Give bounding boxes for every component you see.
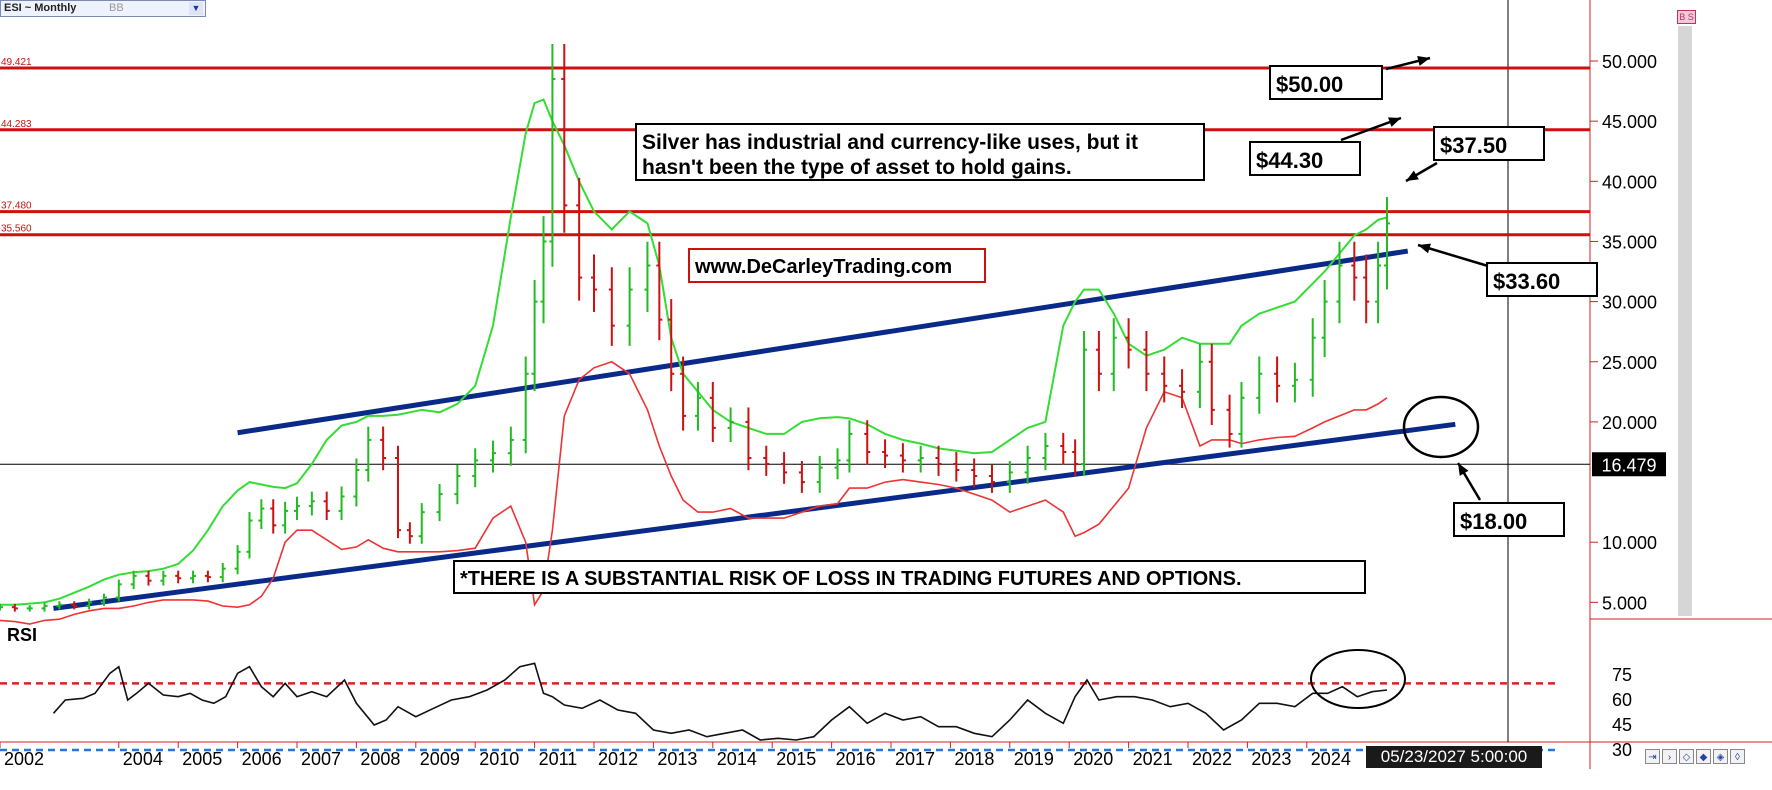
x-tick-label: 2002 (4, 749, 44, 769)
upper-trendline (237, 248, 1409, 436)
y-tick-label: 35.000 (1602, 232, 1657, 252)
rsi-title: RSI (7, 625, 37, 645)
y-tick-label: 40.000 (1602, 172, 1657, 192)
price-callout-frame (1269, 65, 1383, 100)
chart-canvas[interactable]: 16.479 50.000 45.000 40.000 35.000 30.000 25.0… (0, 0, 1772, 769)
x-tick-label: 2019 (1014, 749, 1054, 769)
risk-disclaimer-text: *THERE IS A SUBSTANTIAL RISK OF LOSS IN … (460, 568, 1242, 590)
indicator-label: BB (109, 2, 124, 14)
x-tick-label: 2023 (1251, 749, 1291, 769)
rsi-highlight-circle (1310, 649, 1406, 709)
x-tick-label: 2013 (657, 749, 697, 769)
resistance-level-label: 37.480 (1, 201, 32, 212)
vertical-scrollbar[interactable] (1678, 26, 1692, 616)
datetime-readout: 05/23/2027 5:00:00 PM (1366, 746, 1542, 788)
price-callout-frame (1486, 262, 1598, 297)
x-tick-label: 2022 (1192, 749, 1232, 769)
x-tick-label: 2017 (895, 749, 935, 769)
symbol-label: ESI ~ Monthly (4, 2, 77, 14)
risk-disclaimer: *THERE IS A SUBSTANTIAL RISK OF LOSS IN … (453, 560, 1366, 594)
zoom-in-icon[interactable]: ◇ (1679, 749, 1694, 764)
y-tick-label: 10.000 (1602, 533, 1657, 553)
support-highlight-circle (1402, 395, 1480, 459)
price-callout: $33.60 (1486, 262, 1598, 297)
x-tick-label: 2009 (420, 749, 460, 769)
scroll-end-icon[interactable]: ⇥ (1645, 749, 1660, 764)
silver-note-text: Silver has industrial and currency-like … (642, 131, 1138, 154)
price-callout: $50.00 (1269, 65, 1383, 100)
resistance-level-label: 35.560 (1, 224, 32, 235)
symbol-selector[interactable]: ESI ~ Monthly BB ▼ (0, 0, 206, 17)
chart-settings-icon[interactable]: ◊ (1730, 749, 1745, 764)
resistance-level-label: 44.283 (1, 119, 32, 130)
silver-note-text: hasn't been the type of asset to hold ga… (642, 156, 1072, 179)
arrow-head-icon (1418, 243, 1431, 254)
x-tick-label: 2024 (1311, 749, 1351, 769)
price-callout-text: $44.30 (1256, 148, 1323, 173)
rsi-tick-label: 45 (1612, 715, 1632, 735)
x-tick-label: 2016 (836, 749, 876, 769)
arrow-head-icon (1406, 170, 1419, 181)
price-callout-text: $50.00 (1276, 72, 1343, 97)
x-tick-label: 2010 (479, 749, 519, 769)
price-callout: $18.00 (1453, 502, 1565, 537)
price-callout-frame (1249, 141, 1361, 176)
x-tick-label: 2020 (1073, 749, 1113, 769)
website-label-text: www.DeCarleyTrading.com (694, 256, 952, 278)
chevron-down-icon[interactable]: ▼ (189, 2, 203, 15)
y-tick-label: 45.000 (1602, 112, 1657, 132)
callout-arrow (1417, 243, 1489, 268)
lower-band-line (0, 360, 1388, 625)
price-callout-text: $18.00 (1460, 509, 1527, 534)
rsi-line (52, 662, 1388, 741)
price-callout-text: $33.60 (1493, 269, 1560, 294)
rsi-tick-label: 75 (1612, 665, 1632, 685)
zoom-reset-icon[interactable]: ◈ (1713, 749, 1728, 764)
arrow-head-icon (1388, 117, 1401, 127)
price-callout-frame (1453, 502, 1565, 537)
y-tick-label: 25.000 (1602, 353, 1657, 373)
silver-note: Silver has industrial and currency-like … (635, 123, 1205, 181)
x-tick-label: 2011 (539, 749, 578, 769)
x-tick-label: 2006 (242, 749, 282, 769)
resistance-level-label: 49.421 (1, 57, 32, 68)
x-tick-label: 2004 (123, 749, 163, 769)
website-label-frame (688, 248, 986, 283)
website-label: www.DeCarleyTrading.com (688, 248, 986, 283)
x-tick-label: 2014 (717, 749, 757, 769)
price-callout: $44.30 (1249, 141, 1361, 176)
rsi-tick-label: 30 (1612, 740, 1632, 760)
y-tick-label: 20.000 (1602, 413, 1657, 433)
lower-trendline (53, 421, 1456, 611)
price-callout-frame (1433, 126, 1545, 161)
price-callout: $37.50 (1433, 126, 1545, 161)
price-callout-text: $37.50 (1440, 133, 1507, 158)
arrow-head-icon (1458, 463, 1469, 476)
arrow-head-icon (1417, 55, 1430, 66)
y-tick-label: 5.000 (1602, 593, 1647, 613)
y-tick-label: 50.000 (1602, 52, 1657, 72)
zoom-out-icon[interactable]: ◆ (1696, 749, 1711, 764)
buy-sell-button[interactable]: B S (1677, 10, 1696, 24)
scroll-right-icon[interactable]: › (1662, 749, 1677, 764)
x-tick-label: 2005 (182, 749, 222, 769)
risk-disclaimer-frame (453, 560, 1366, 594)
x-tick-label: 2015 (776, 749, 816, 769)
silver-note-frame (635, 123, 1205, 181)
x-tick-label: 2021 (1133, 749, 1173, 769)
last-price-label: 16.479 (1601, 455, 1656, 475)
rsi-tick-label: 60 (1612, 690, 1632, 710)
y-tick-label: 30.000 (1602, 293, 1657, 313)
x-tick-label: 2012 (598, 749, 638, 769)
x-tick-label: 2007 (301, 749, 341, 769)
last-price-marker (1592, 452, 1666, 477)
x-tick-label: 2018 (954, 749, 994, 769)
x-tick-label: 2008 (360, 749, 400, 769)
